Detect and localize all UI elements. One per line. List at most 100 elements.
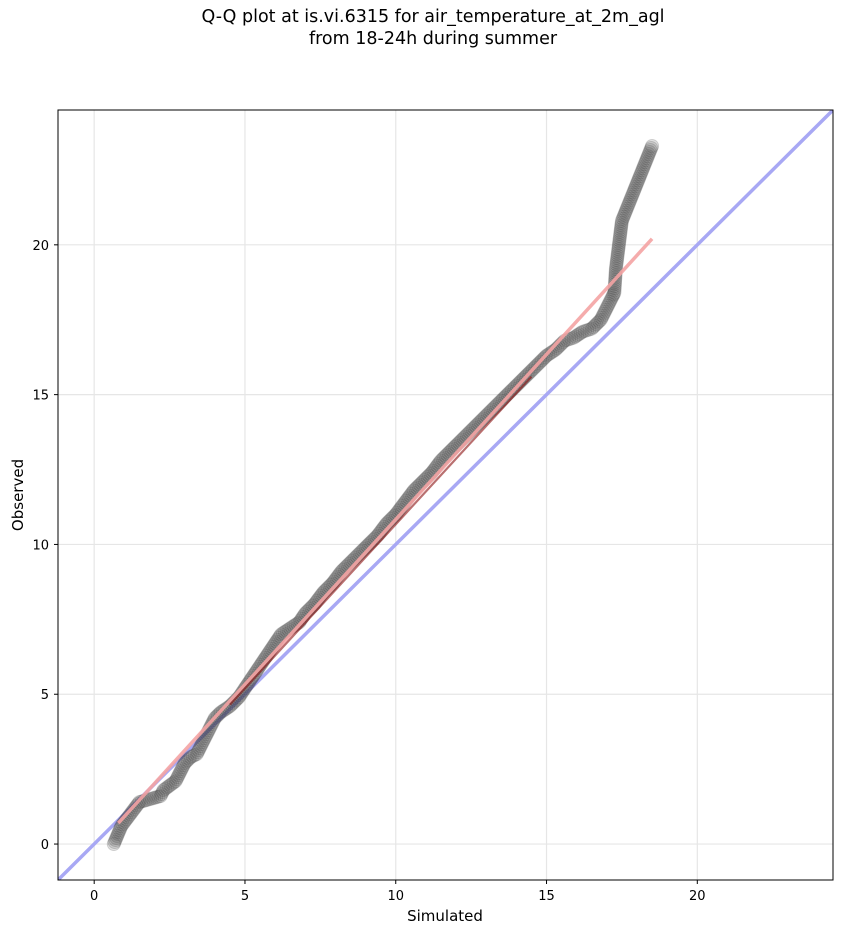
quantile-point: [492, 395, 507, 410]
quantile-point: [159, 780, 174, 795]
y-tick-label: 15: [32, 389, 49, 404]
quantile-point: [566, 330, 581, 345]
quantile-point: [172, 766, 187, 781]
quantile-point: [601, 296, 616, 311]
quantile-point: [163, 777, 178, 792]
quantile-point: [636, 159, 651, 174]
quantile-point: [611, 237, 626, 252]
quantile-point: [158, 781, 173, 796]
quantile-point: [598, 302, 613, 317]
quantile-point: [633, 167, 648, 182]
quantile-point: [623, 191, 638, 206]
quantile-point: [610, 248, 625, 263]
grid-lines: [58, 110, 833, 880]
series-layer: [58, 110, 833, 880]
quantile-point: [491, 396, 506, 411]
x-tick-label: 10: [387, 889, 404, 904]
quantile-point: [110, 827, 125, 842]
x-tick-label: 20: [689, 889, 706, 904]
y-axis-label: Observed: [9, 459, 27, 531]
identity-line: [58, 110, 833, 880]
quantile-point: [168, 774, 183, 789]
quantile-point: [612, 229, 627, 244]
quantile-point: [632, 169, 647, 184]
quantile-point: [605, 288, 620, 303]
quantile-point: [274, 627, 289, 642]
quantile-point: [161, 779, 176, 794]
quantile-point: [593, 312, 608, 327]
quantile-point: [219, 701, 234, 716]
quantile-point: [615, 211, 630, 226]
quantile-point: [599, 300, 614, 315]
quantile-point: [638, 155, 653, 170]
quantile-point: [166, 775, 181, 790]
quantile-point: [179, 754, 194, 769]
y-tick-label: 20: [32, 239, 49, 254]
quantile-point: [614, 218, 629, 233]
quantile-point: [187, 748, 202, 763]
quantile-point: [617, 207, 632, 222]
x-tick-label: 5: [241, 889, 249, 904]
quantile-point: [610, 246, 625, 261]
y-ticks: 0 5 10 15 20: [32, 239, 58, 853]
quantile-point: [613, 224, 628, 239]
quantile-point: [175, 760, 190, 775]
quantile-point: [106, 837, 121, 852]
quantile-point: [573, 325, 588, 340]
quantile-point: [609, 259, 624, 274]
quantile-point: [145, 791, 160, 806]
quantile-point: [620, 199, 635, 214]
quantile-point: [134, 794, 149, 809]
quantile-point: [110, 829, 125, 844]
quantile-point: [192, 741, 207, 756]
quantile-point: [612, 233, 627, 248]
quantile-point: [621, 197, 636, 212]
chart-title: Q-Q plot at is.vi.6315 for air_temperatu…: [0, 6, 843, 50]
quantile-point: [609, 255, 624, 270]
quantile-point: [128, 800, 143, 815]
quantile-point: [613, 226, 628, 241]
quantile-point: [189, 747, 204, 762]
plot-frame: [57, 109, 834, 881]
quantile-point: [623, 193, 638, 208]
quantile-point: [627, 183, 642, 198]
quantile-point: [600, 298, 615, 313]
quantile-point: [611, 240, 626, 255]
quantile-point: [612, 231, 627, 246]
quantile-point: [594, 310, 609, 325]
quantile-point: [624, 189, 639, 204]
quantile-point: [127, 801, 142, 816]
quantile-point: [618, 203, 633, 218]
y-tick-label: 0: [41, 838, 49, 853]
y-tick-label: 5: [41, 688, 49, 703]
quantile-point: [609, 257, 624, 272]
quantile-point: [180, 753, 195, 768]
quantile-point: [626, 185, 641, 200]
chart-title-line-2: from 18-24h during summer: [308, 29, 558, 49]
quantile-point: [194, 737, 209, 752]
quantile-point: [183, 750, 198, 765]
quantile-point: [637, 157, 652, 172]
quantile-point: [108, 833, 123, 848]
quantile-point: [142, 792, 157, 807]
quantile-point: [614, 220, 629, 235]
quantile-point: [587, 318, 602, 333]
quantile-point: [586, 320, 601, 335]
quantile-point: [589, 317, 604, 332]
quantile-point: [631, 173, 646, 188]
quantile-point: [488, 399, 503, 414]
quantile-point: [610, 250, 625, 265]
quantile-point: [608, 268, 623, 283]
quantile-point: [154, 787, 169, 802]
quantile-point: [165, 776, 180, 791]
quantile-point: [580, 323, 595, 338]
quantile-point: [577, 323, 592, 338]
quantile-point: [640, 149, 655, 164]
quantile-point: [125, 803, 140, 818]
quantile-point: [182, 751, 197, 766]
quantile-point: [643, 143, 658, 158]
quantile-point: [606, 287, 621, 302]
quantile-point: [570, 328, 585, 343]
quantile-point: [149, 790, 164, 805]
